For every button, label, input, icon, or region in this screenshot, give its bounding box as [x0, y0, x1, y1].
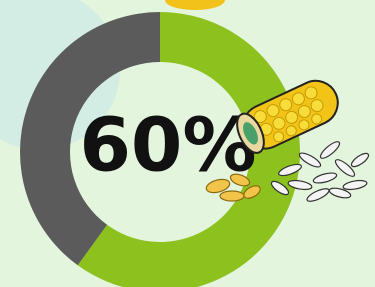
page: {"chart_data": {"type": "donut", "values…	[0, 0, 375, 287]
corn-tip	[165, 0, 225, 10]
center-label: 60%	[79, 103, 256, 189]
chart: 60%	[0, 0, 375, 287]
